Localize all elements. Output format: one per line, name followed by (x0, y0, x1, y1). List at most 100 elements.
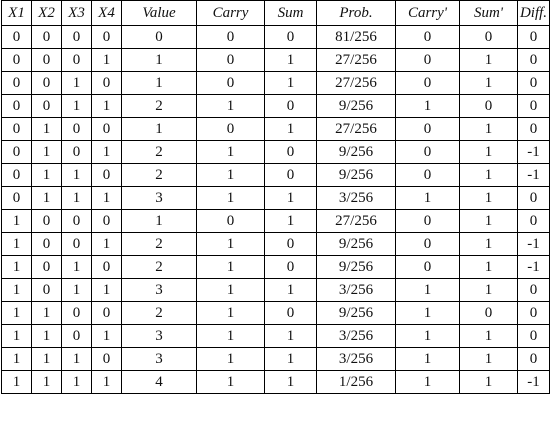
probability-table: X1 X2 X3 X4 Value Carry Sum Prob. Carry' Sum' Diff… (1, 0, 550, 394)
table-cell: 3 (121, 324, 197, 348)
table-cell: 0 (1, 117, 32, 141)
table-cell: 1 (91, 94, 122, 118)
table-header: X1 X2 X3 X4 Value Carry Sum Prob. Carry' Sum' Diff… (1, 0, 550, 26)
table-row: 0 1 1 1 3 1 1 3/256 1 1 0 (1, 186, 550, 210)
table-row: 1 0 1 0 2 1 0 9/256 0 1 -1 (1, 255, 550, 279)
table-row: 0 0 1 1 2 1 0 9/256 1 0 0 (1, 94, 550, 118)
table-cell: 1 (459, 71, 518, 95)
table-cell: 1 (395, 324, 460, 348)
table-row: 1 1 0 0 2 1 0 9/256 1 0 0 (1, 301, 550, 325)
table-cell: 1 (264, 209, 317, 233)
table-cell: 1 (1, 278, 32, 302)
table-cell: 1 (31, 163, 62, 187)
table-cell: 0 (264, 301, 317, 325)
table-cell: 0 (517, 209, 550, 233)
column-header: Carry (196, 0, 265, 26)
table-cell: 0 (91, 117, 122, 141)
table-cell: 0 (395, 209, 460, 233)
table-cell: 1 (91, 186, 122, 210)
table-cell: 0 (61, 48, 92, 72)
table-cell: 0 (1, 71, 32, 95)
table-cell: 2 (121, 232, 197, 256)
table-cell: 0 (31, 255, 62, 279)
table-cell: 0 (91, 163, 122, 187)
table-cell: 0 (395, 25, 460, 49)
table-cell: 0 (264, 163, 317, 187)
table-cell: 0 (264, 232, 317, 256)
table-cell: 1 (1, 324, 32, 348)
table-cell: 1 (196, 140, 265, 164)
table-cell: 3/256 (316, 324, 396, 348)
table-cell: 1 (31, 117, 62, 141)
table-row: 0 0 1 0 1 0 1 27/256 0 1 0 (1, 71, 550, 95)
table-cell: 1 (264, 48, 317, 72)
table-cell: 1 (31, 301, 62, 325)
table-cell: 0 (196, 117, 265, 141)
table-cell: 0 (61, 140, 92, 164)
table-row: 1 0 0 0 1 0 1 27/256 0 1 0 (1, 209, 550, 233)
table-cell: 1 (196, 186, 265, 210)
table-cell: 9/256 (316, 232, 396, 256)
table-cell: 0 (395, 140, 460, 164)
column-header: X2 (31, 0, 62, 26)
table-cell: 0 (61, 117, 92, 141)
table-cell: 0 (264, 94, 317, 118)
table-row: 0 0 0 1 1 0 1 27/256 0 1 0 (1, 48, 550, 72)
table-cell: 1 (459, 324, 518, 348)
table-cell: 0 (459, 94, 518, 118)
table-cell: 1 (264, 117, 317, 141)
table-cell: 1 (395, 347, 460, 371)
table-cell: 1 (459, 140, 518, 164)
table-cell: 0 (517, 347, 550, 371)
table-cell: 1 (31, 186, 62, 210)
table-cell: 0 (395, 255, 460, 279)
table-cell: 1 (264, 186, 317, 210)
table-cell: -1 (517, 370, 550, 394)
table-cell: 1 (196, 232, 265, 256)
table-cell: 0 (517, 48, 550, 72)
table-cell: 0 (459, 25, 518, 49)
table-cell: 0 (517, 117, 550, 141)
table-cell: 0 (517, 25, 550, 49)
table-cell: 0 (1, 25, 32, 49)
column-header: Prob. (316, 0, 396, 26)
table-cell: 1 (1, 255, 32, 279)
table-cell: 0 (517, 278, 550, 302)
table-cell: 9/256 (316, 301, 396, 325)
table-cell: 0 (517, 301, 550, 325)
table-row: 1 0 1 1 3 1 1 3/256 1 1 0 (1, 278, 550, 302)
table-cell: 0 (91, 347, 122, 371)
table-cell: 1 (31, 324, 62, 348)
table-cell: 1 (61, 71, 92, 95)
table-cell: 1 (395, 186, 460, 210)
table-cell: 0 (61, 232, 92, 256)
table-cell: 3 (121, 186, 197, 210)
table-cell: 3/256 (316, 186, 396, 210)
table-cell: 1 (459, 347, 518, 371)
table-cell: 1 (196, 370, 265, 394)
table-cell: 0 (61, 301, 92, 325)
table-cell: 0 (91, 209, 122, 233)
table-cell: 9/256 (316, 140, 396, 164)
table-cell: 1 (1, 301, 32, 325)
table-cell: 0 (517, 94, 550, 118)
table-cell: 1 (459, 163, 518, 187)
column-header: Carry' (395, 0, 460, 26)
header-row: X1 X2 X3 X4 Value Carry Sum Prob. Carry' Sum' Diff… (1, 0, 550, 26)
table-cell: 27/256 (316, 209, 396, 233)
table-cell: 3 (121, 347, 197, 371)
table-cell: 1 (196, 278, 265, 302)
column-header: Sum (264, 0, 317, 26)
table-cell: 0 (517, 71, 550, 95)
table-cell: 81/256 (316, 25, 396, 49)
table-cell: 1 (459, 255, 518, 279)
table-cell: 1 (1, 347, 32, 371)
table-cell: 9/256 (316, 94, 396, 118)
table-cell: 27/256 (316, 71, 396, 95)
table-cell: 1 (196, 163, 265, 187)
table-cell: 1 (264, 71, 317, 95)
table-cell: 1 (395, 301, 460, 325)
table-cell: 0 (31, 209, 62, 233)
table-cell: 1 (31, 347, 62, 371)
table-cell: 1 (264, 278, 317, 302)
